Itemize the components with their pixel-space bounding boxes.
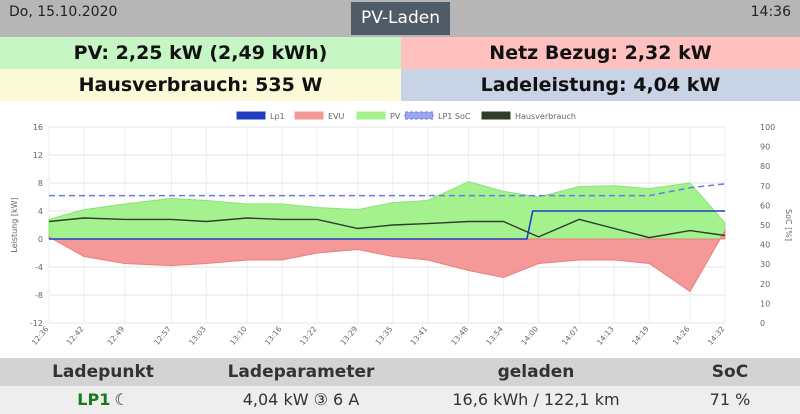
netz-stat: Netz Bezug: 2,32 kW [401,37,800,69]
y-tick-label: 4 [38,207,43,216]
legend-label-evu: EVU [328,112,345,121]
x-tick-label: 13:03 [187,324,208,347]
evu-area [48,228,726,293]
y2-tick-label: 30 [760,260,770,269]
chart-areas [48,181,726,293]
x-tick-label: 14:00 [519,324,540,347]
x-tick-label: 13:10 [228,324,249,347]
header-soc: SoC [711,362,749,382]
y-tick-label: 12 [33,151,43,160]
x-tick-label: 14:26 [671,324,692,347]
y2-axis-label: SoC [%] [784,209,793,241]
power-chart: 1612840-4-8-12100908070605040302010012:3… [10,111,793,347]
x-tick-label: 13:22 [298,324,319,347]
legend-label-hausverbrauch: Hausverbrauch [515,112,576,121]
y2-tick-label: 20 [760,280,770,289]
header-ladepunkt: Ladepunkt [52,362,154,382]
pv-area [48,181,726,240]
x-tick-label: 14:13 [595,324,616,347]
y-tick-label: -8 [35,291,43,300]
date-label: Do, 15.10.2020 [9,4,118,20]
x-tick-label: 13:54 [484,324,505,347]
legend-label-lp1-soc: LP1 SoC [438,112,471,121]
y2-tick-label: 60 [760,201,770,210]
header-geladen: geladen [497,362,575,382]
soc-value: 71 % [709,390,751,409]
legend-label-lp1: Lp1 [270,112,285,121]
table-header: Ladepunkt Ladeparameter geladen SoC [0,358,800,386]
legend-swatch-pv [356,111,386,120]
hausverbrauch-line [48,217,726,239]
x-tick-label: 13:41 [409,324,430,347]
pv-stat: PV: 2,25 kW (2,49 kWh) [0,37,401,69]
x-tick-label: 13:16 [263,324,284,347]
x-tick-label: 12:49 [105,324,126,347]
y2-tick-label: 0 [760,319,765,328]
x-tick-label: 12:42 [65,324,86,347]
x-tick-label: 13:35 [374,324,395,347]
table-row[interactable]: LP1 ☾ 4,04 kW ③ 6 A 16,6 kWh / 122,1 km 7… [0,386,800,414]
legend-label-pv: PV [390,112,401,121]
lade-stat: Ladeleistung: 4,04 kW [401,69,800,101]
time-label: 14:36 [750,4,791,20]
legend-swatch-lp1 [236,111,266,120]
y-tick-label: 8 [38,179,43,188]
ladeparameter-value: 4,04 kW ③ 6 A [242,390,360,409]
lp-name[interactable]: LP1 [77,390,111,409]
x-tick-label: 14:19 [630,324,651,347]
y2-tick-label: 100 [760,123,775,132]
x-tick-label: 14:07 [560,324,581,347]
y-tick-label: -12 [30,319,43,328]
moon-icon: ☾ [114,390,129,409]
x-tick-label: 13:29 [339,324,360,347]
x-tick-label: 13:48 [449,324,470,347]
y-tick-label: -4 [35,263,43,272]
x-tick-label: 14:32 [706,324,727,347]
haus-stat: Hausverbrauch: 535 W [0,69,401,101]
y2-tick-label: 90 [760,143,770,152]
y2-tick-label: 10 [760,299,770,308]
header-ladeparameter: Ladeparameter [227,362,375,382]
y-axis-label: Leistung [kW] [10,197,19,252]
geladen-value: 16,6 kWh / 122,1 km [452,390,620,409]
soc-line [49,183,726,197]
top-bar: Do, 15.10.2020 PV-Laden 14:36 [0,0,800,37]
chart-legend: Lp1 EVU PV LP1 SoC Hausverbrauch [236,111,576,121]
y2-tick-label: 80 [760,162,770,171]
y-tick-label: 16 [33,123,43,132]
x-tick-label: 12:57 [152,324,173,347]
chart-lines [48,183,726,240]
lp1-line [49,210,725,240]
lp-cell[interactable]: LP1 ☾ [28,386,178,414]
legend-swatch-evu [294,111,324,120]
y-tick-label: 0 [38,235,43,244]
legend-swatch-lp1-soc [404,111,434,120]
y2-tick-label: 40 [760,241,770,250]
y2-tick-label: 50 [760,221,770,230]
y2-tick-label: 70 [760,182,770,191]
mode-button[interactable]: PV-Laden [351,2,450,35]
legend-swatch-hausverbrauch [481,111,511,120]
